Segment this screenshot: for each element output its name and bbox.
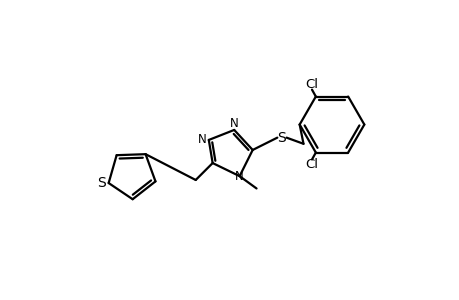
Text: Cl: Cl	[305, 78, 318, 91]
Text: N: N	[197, 134, 206, 146]
Text: N: N	[235, 170, 243, 183]
Text: S: S	[277, 130, 285, 145]
Text: N: N	[230, 116, 238, 130]
Text: Cl: Cl	[305, 158, 318, 171]
Text: S: S	[97, 176, 106, 190]
